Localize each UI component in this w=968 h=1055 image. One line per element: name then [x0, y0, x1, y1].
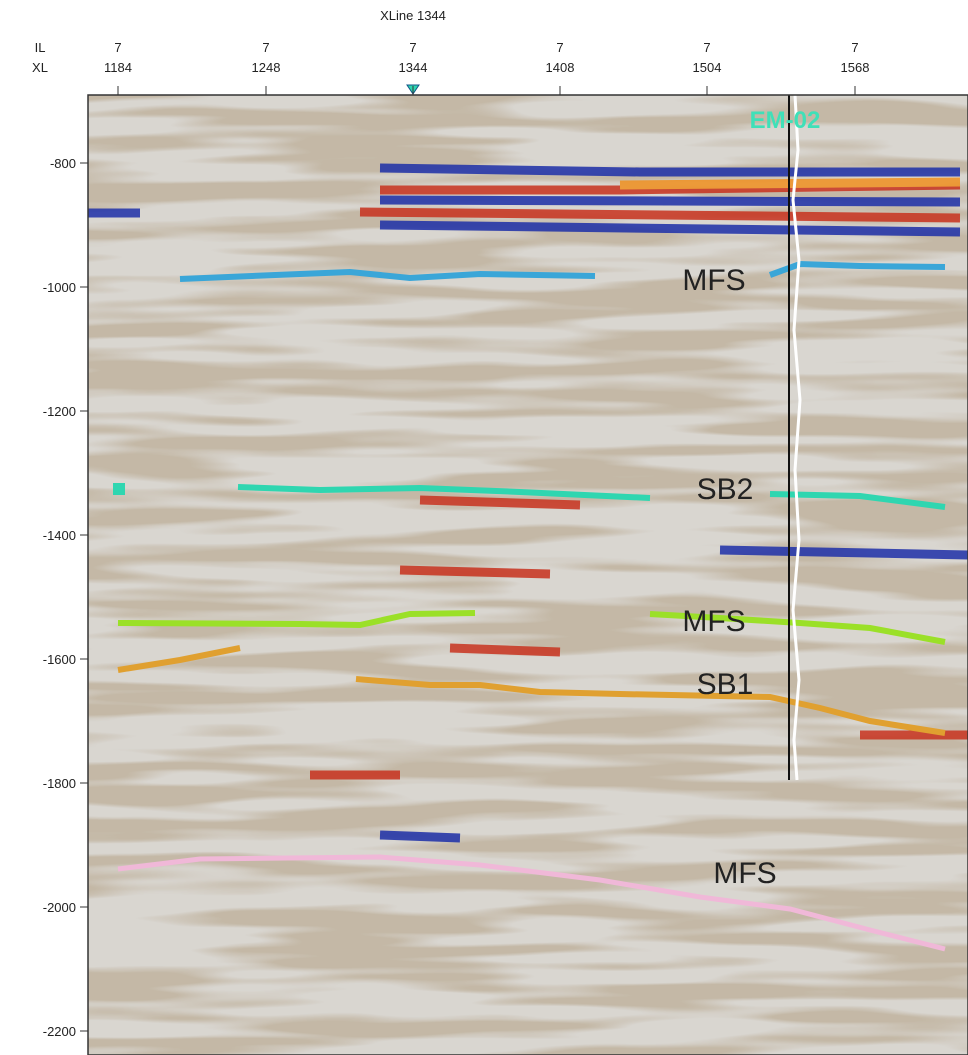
il-tick-label: 7	[556, 40, 563, 55]
y-tick-label: -2200	[43, 1024, 76, 1039]
xl-label: XL	[32, 60, 48, 75]
il-tick-label: 7	[262, 40, 269, 55]
well-log	[791, 95, 802, 781]
xl-tick-label: 1408	[546, 60, 575, 75]
section-title: XLine 1344	[380, 8, 446, 23]
horizon-label: SB2	[697, 473, 754, 506]
il-tick-label: 7	[851, 40, 858, 55]
il-tick-label: 7	[703, 40, 710, 55]
y-tick-label: -1800	[43, 776, 76, 791]
horizon-label: MFS	[682, 605, 745, 638]
y-tick-label: -800	[50, 156, 76, 171]
xl-tick-label: 1568	[841, 60, 870, 75]
il-tick-label: 7	[114, 40, 121, 55]
y-tick-label: -1200	[43, 404, 76, 419]
y-tick-label: -1600	[43, 652, 76, 667]
y-tick-label: -1400	[43, 528, 76, 543]
y-tick-label: -1000	[43, 280, 76, 295]
horizon-label: SB1	[697, 668, 754, 701]
xl-tick-label: 1504	[693, 60, 722, 75]
well-name: EM-02	[750, 107, 821, 134]
y-tick-label: -2000	[43, 900, 76, 915]
xl-tick-label: 1344	[399, 60, 428, 75]
amplitude-events	[88, 163, 968, 843]
horizons	[113, 260, 946, 952]
plot-frame	[87, 94, 968, 1055]
il-tick-label: 7	[409, 40, 416, 55]
il-label: IL	[35, 40, 46, 55]
horizon-label: MFS	[713, 857, 776, 890]
xl-tick-label: 1184	[104, 60, 132, 75]
horizon-label: MFS	[682, 264, 745, 297]
plot-area	[88, 95, 968, 1055]
xl-tick-label: 1248	[252, 60, 281, 75]
